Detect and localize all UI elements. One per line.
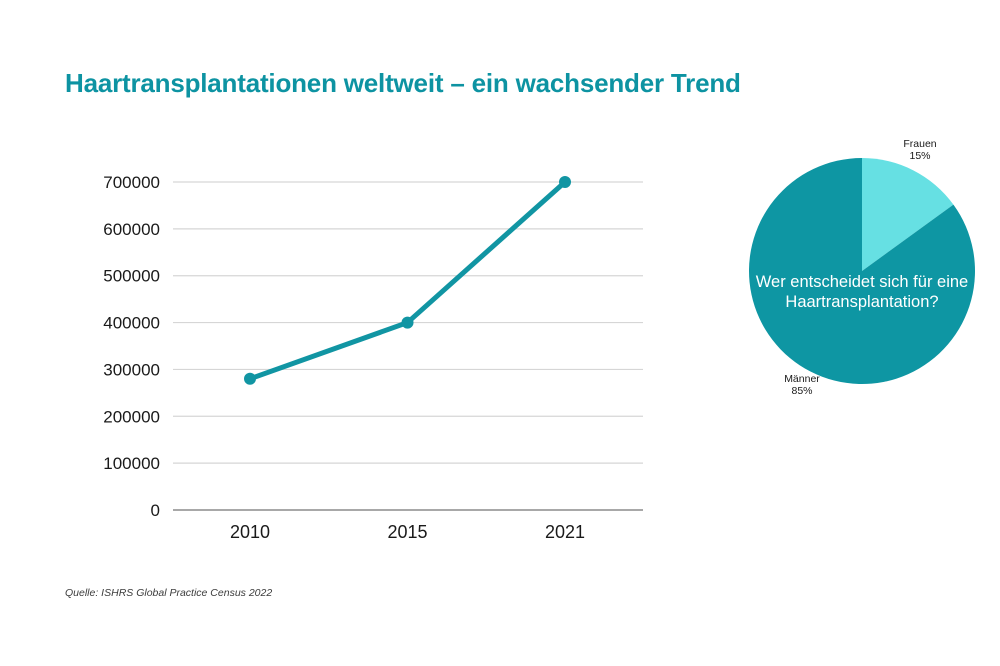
y-tick-label: 0 bbox=[151, 501, 160, 520]
pie-label-frauen-name: Frauen bbox=[903, 138, 937, 150]
x-tick-label: 2015 bbox=[387, 522, 427, 542]
y-tick-label: 600000 bbox=[103, 220, 160, 239]
x-tick-label: 2010 bbox=[230, 522, 270, 542]
pie-slice-mnner bbox=[749, 158, 976, 384]
y-tick-label: 100000 bbox=[103, 454, 160, 473]
page-title: Haartransplantationen weltweit – ein wac… bbox=[65, 68, 741, 98]
pie-chart bbox=[749, 158, 976, 384]
pie-slice-frauen bbox=[862, 158, 954, 271]
y-tick-label: 500000 bbox=[103, 267, 160, 286]
y-tick-label: 200000 bbox=[103, 407, 160, 426]
pie-label-frauen: Frauen 15% bbox=[870, 138, 970, 163]
y-tick-label: 300000 bbox=[103, 360, 160, 379]
source-note: Quelle: ISHRS Global Practice Census 202… bbox=[65, 587, 273, 599]
x-tick-label: 2021 bbox=[545, 522, 585, 542]
pie-label-frauen-pct: 15% bbox=[909, 150, 931, 163]
pie-label-maenner-name: Männer bbox=[784, 373, 820, 385]
pie-label-maenner: Männer 85% bbox=[752, 373, 852, 398]
y-tick-label: 400000 bbox=[103, 314, 160, 333]
data-point bbox=[559, 176, 571, 188]
line-series bbox=[247, 179, 568, 382]
pie-label-maenner-pct: 85% bbox=[791, 385, 813, 398]
y-tick-label: 700000 bbox=[103, 173, 160, 192]
data-point bbox=[401, 316, 414, 329]
line-chart: 0 100000 200000 300000 400000 500000 600000 700… bbox=[103, 173, 643, 542]
data-point bbox=[244, 372, 256, 385]
pie-center-question: Wer entscheidet sich für eine Haartransp… bbox=[755, 273, 969, 312]
